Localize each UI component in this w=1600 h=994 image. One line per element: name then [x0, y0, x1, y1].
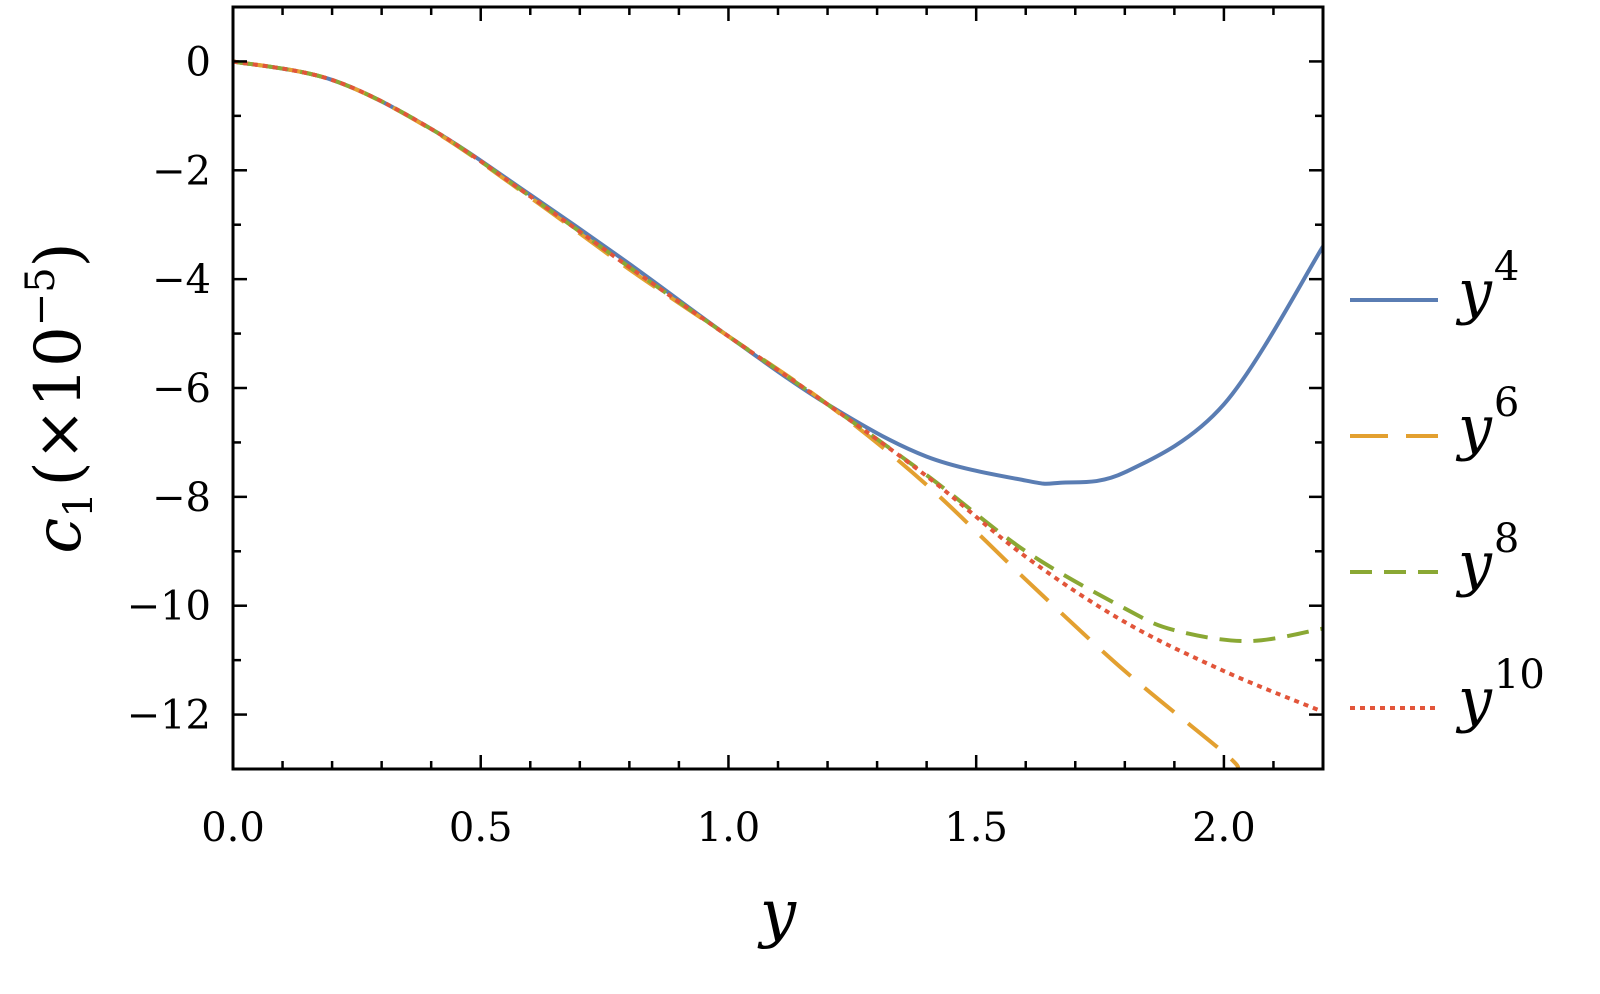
legend-item-y4: y4 — [1350, 244, 1519, 327]
x-tick-label: 1.5 — [944, 805, 1008, 851]
y-axis-title: c1 (×10−5) — [18, 242, 102, 553]
legend-label-base: y — [1455, 529, 1493, 599]
ticks-group — [231, 5, 1325, 771]
y-axis-symbol: c — [22, 518, 96, 554]
y-tick-label: 0 — [186, 39, 211, 85]
legend-label-exponent: 8 — [1494, 516, 1519, 562]
series-line-y8 — [233, 59, 1323, 644]
legend-label-exponent: 10 — [1494, 652, 1545, 698]
x-axis-title: y — [757, 877, 797, 951]
legend-label: y10 — [1455, 652, 1545, 735]
y-axis-scale-suffix: ) — [22, 242, 96, 267]
legend-label-exponent: 4 — [1494, 244, 1519, 290]
series-line-y10 — [233, 59, 1323, 714]
legend-item-y6: y6 — [1350, 380, 1519, 463]
legend-item-y10: y10 — [1350, 652, 1545, 735]
series-line-y6 — [233, 59, 1241, 769]
series-line-y4 — [233, 59, 1323, 486]
y-axis-scale-prefix: (×10 — [22, 326, 96, 486]
plot-frame — [231, 5, 1325, 771]
x-tick-labels: 0.0 0.5 1.0 1.5 2.0 — [201, 805, 1256, 851]
x-tick-label: 0.5 — [449, 805, 513, 851]
legend-item-y8: y8 — [1350, 516, 1519, 599]
legend-label-base: y — [1455, 393, 1493, 463]
y-axis-scale-exponent: −5 — [18, 267, 64, 326]
legend-label: y4 — [1455, 244, 1519, 327]
svg-text:c1(×10−5): c1 (×10−5) — [18, 242, 102, 553]
y-tick-labels: 0 −2 −4 −6 −8 −10 −12 — [127, 39, 211, 738]
y-tick-label: −4 — [152, 257, 211, 303]
series-group — [233, 59, 1323, 769]
legend-label-base: y — [1455, 257, 1493, 327]
y-axis-subscript: 1 — [56, 492, 102, 517]
legend-label-base: y — [1455, 665, 1493, 735]
y-tick-label: −6 — [152, 366, 211, 412]
y-tick-label: −10 — [127, 584, 211, 630]
y-tick-label: −8 — [152, 475, 211, 521]
y-tick-label: −12 — [127, 693, 211, 739]
legend-label: y6 — [1455, 380, 1519, 463]
legend-label-exponent: 6 — [1494, 380, 1519, 426]
x-tick-label: 2.0 — [1192, 805, 1256, 851]
y-tick-label: −2 — [152, 148, 211, 194]
legend-label: y8 — [1455, 516, 1519, 599]
x-tick-label: 1.0 — [697, 805, 761, 851]
x-tick-label: 0.0 — [201, 805, 265, 851]
